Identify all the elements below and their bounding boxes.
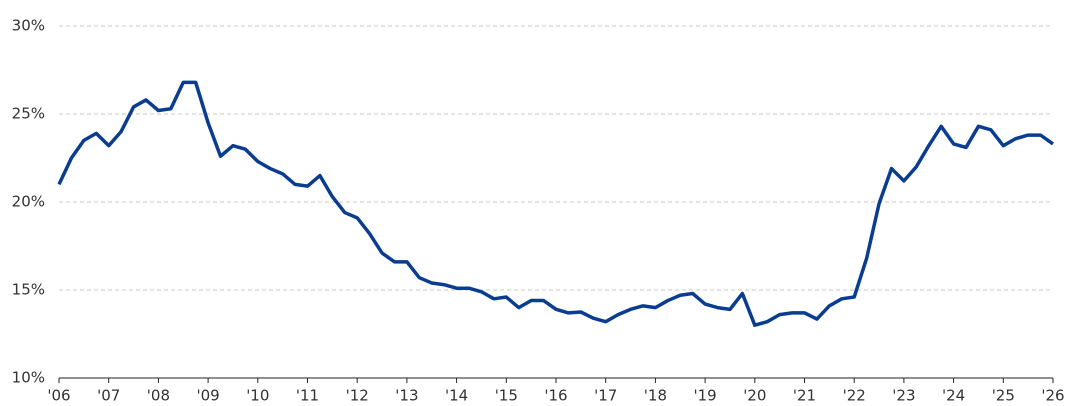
x-tick-label: '20 xyxy=(743,387,766,405)
x-tick-label: '26 xyxy=(1041,387,1064,405)
x-tick-label: '17 xyxy=(594,387,617,405)
x-tick-label: '07 xyxy=(97,387,120,405)
y-tick-label: 20% xyxy=(12,193,45,211)
x-tick-label: '22 xyxy=(843,387,866,405)
x-tick-label: '24 xyxy=(942,387,965,405)
x-tick-label: '12 xyxy=(346,387,369,405)
x-tick-label: '10 xyxy=(246,387,269,405)
x-tick-label: '13 xyxy=(395,387,418,405)
x-tick-label: '11 xyxy=(296,387,319,405)
y-tick-label: 15% xyxy=(12,281,45,299)
x-tick-label: '06 xyxy=(47,387,70,405)
x-tick-label: '08 xyxy=(147,387,170,405)
y-tick-label: 25% xyxy=(12,105,45,123)
x-tick-label: '25 xyxy=(992,387,1015,405)
x-tick-label: '09 xyxy=(196,387,219,405)
line-series xyxy=(57,80,1055,327)
x-tick-label: '15 xyxy=(495,387,518,405)
y-tick-label: 30% xyxy=(12,17,45,35)
x-tick-label: '23 xyxy=(892,387,915,405)
y-tick-label: 10% xyxy=(12,369,45,387)
x-tick-label: '14 xyxy=(445,387,468,405)
x-tick-label: '16 xyxy=(544,387,567,405)
x-tick-label: '19 xyxy=(693,387,716,405)
x-tick-label: '18 xyxy=(644,387,667,405)
x-tick-label: '21 xyxy=(793,387,816,405)
